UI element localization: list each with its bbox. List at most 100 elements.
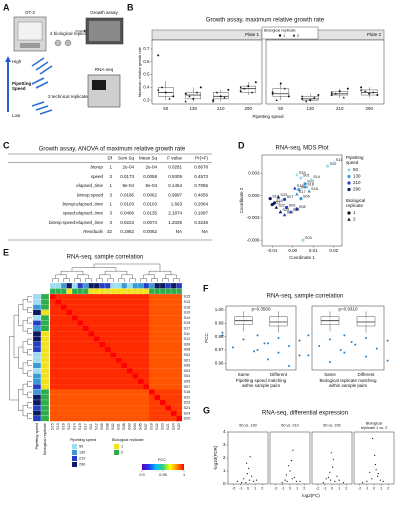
annotation-cell bbox=[77, 282, 84, 289]
heatmap-cell bbox=[165, 331, 172, 337]
panel-label: G bbox=[203, 405, 210, 415]
heatmap-cell bbox=[149, 294, 155, 300]
heatmap-cell bbox=[127, 331, 133, 337]
heatmap-cell bbox=[176, 368, 183, 374]
heatmap-cell bbox=[138, 352, 144, 358]
heatmap-cell bbox=[138, 304, 144, 310]
heatmap-cell bbox=[105, 341, 111, 348]
heatmap-cell bbox=[121, 368, 128, 374]
point-label: S19 bbox=[297, 184, 304, 188]
heatmap-cell bbox=[160, 352, 166, 358]
heatmap-cell bbox=[99, 389, 106, 395]
data-point bbox=[221, 334, 224, 337]
heatmap-cell bbox=[116, 347, 122, 353]
heatmap-cell bbox=[110, 384, 117, 390]
row-label: S13 bbox=[184, 300, 191, 304]
box bbox=[272, 88, 290, 97]
data-point bbox=[295, 207, 299, 211]
heatmap-cell bbox=[121, 373, 128, 379]
column-label: S17 bbox=[84, 423, 88, 430]
heatmap-cell bbox=[50, 415, 56, 422]
heatmap-cell bbox=[110, 331, 117, 337]
heatmap-cell bbox=[105, 394, 111, 401]
heatmap-cell bbox=[72, 315, 78, 321]
data-point bbox=[295, 192, 299, 196]
y-tick-label: 1 bbox=[223, 468, 226, 473]
heatmap-cell bbox=[132, 294, 139, 300]
heatmap-cell bbox=[66, 325, 73, 332]
data-point bbox=[248, 479, 251, 481]
heatmap-cell bbox=[99, 352, 106, 358]
heatmap-cell bbox=[138, 294, 144, 300]
annotation-cell bbox=[32, 336, 42, 342]
row-label: S09 bbox=[184, 342, 191, 346]
heatmap-cell bbox=[50, 378, 56, 385]
annotation-cell bbox=[154, 282, 161, 289]
heatmap-cell bbox=[121, 294, 128, 300]
y-tick-label: -0.006 bbox=[247, 237, 260, 242]
data-point bbox=[375, 347, 378, 350]
annotation-cell bbox=[165, 282, 172, 289]
data-point bbox=[360, 88, 363, 91]
heatmap-cell bbox=[88, 394, 95, 401]
heatmap-cell bbox=[138, 331, 144, 337]
dendrogram-branch bbox=[27, 307, 32, 313]
heatmap-cell bbox=[61, 378, 67, 385]
heatmap-cell bbox=[77, 352, 84, 358]
colorbar-tick-label: 1 bbox=[183, 473, 185, 477]
table-cell: 1.2025 bbox=[168, 220, 182, 225]
heatmap-cell bbox=[61, 336, 67, 342]
heatmap-cell bbox=[55, 373, 62, 379]
data-point bbox=[199, 86, 202, 89]
row-label: S03 bbox=[184, 369, 191, 373]
heatmap-cell bbox=[127, 362, 133, 369]
row-label: S07 bbox=[184, 385, 191, 389]
dendrogram-branch bbox=[140, 278, 147, 282]
heatmap-cell bbox=[176, 410, 183, 416]
heatmap-cell bbox=[88, 373, 95, 379]
heatmap-cell bbox=[149, 320, 155, 326]
p-value: p=0.9310 bbox=[339, 307, 358, 312]
annotation-cell bbox=[126, 282, 133, 289]
heatmap-cell bbox=[72, 400, 78, 406]
point-label: S14 bbox=[313, 175, 320, 179]
heatmap-cell bbox=[138, 415, 144, 422]
data-point bbox=[263, 342, 266, 345]
data-point bbox=[299, 176, 303, 180]
heatmap-cell bbox=[143, 341, 150, 348]
table-cell: 0.3246 bbox=[194, 220, 208, 225]
annotation-cell bbox=[137, 282, 144, 289]
legend-title: Biological bbox=[346, 198, 365, 203]
heatmap-cell bbox=[83, 400, 89, 406]
heatmap-cell bbox=[105, 405, 111, 411]
heatmap-cell bbox=[88, 325, 95, 332]
y-tick-label: 0.000 bbox=[248, 193, 260, 198]
annotation-cell bbox=[143, 282, 150, 289]
heatmap-cell bbox=[66, 336, 73, 342]
heatmap-cell bbox=[83, 320, 89, 326]
legend-swatch bbox=[72, 456, 77, 461]
heatmap-cell bbox=[149, 373, 155, 379]
heatmap-cell bbox=[165, 357, 172, 363]
heatmap-cell bbox=[50, 325, 56, 332]
data-point bbox=[227, 88, 230, 91]
column-label: S06 bbox=[122, 423, 126, 430]
chart-title: Growth assay, maximum relative growth ra… bbox=[206, 18, 325, 24]
heatmap-cell bbox=[116, 389, 122, 395]
annotation-cell bbox=[82, 282, 89, 289]
heatmap-cell bbox=[121, 357, 128, 363]
heatmap-cell bbox=[132, 389, 139, 395]
heatmap-cell bbox=[165, 309, 172, 316]
heatmap-cell bbox=[55, 299, 62, 305]
heatmap-cell bbox=[132, 405, 139, 411]
legend-label: 210 bbox=[79, 457, 85, 461]
heatmap-cell bbox=[66, 405, 73, 411]
row-label: S14 bbox=[184, 316, 191, 320]
heatmap-cell bbox=[176, 405, 183, 411]
heatmap-cell bbox=[88, 331, 95, 337]
heatmap-cell bbox=[160, 347, 166, 353]
heatmap-cell bbox=[77, 325, 84, 332]
heatmap-cell bbox=[72, 352, 78, 358]
row-label: S12 bbox=[184, 337, 191, 341]
robot-label: OT-2 bbox=[25, 10, 35, 15]
